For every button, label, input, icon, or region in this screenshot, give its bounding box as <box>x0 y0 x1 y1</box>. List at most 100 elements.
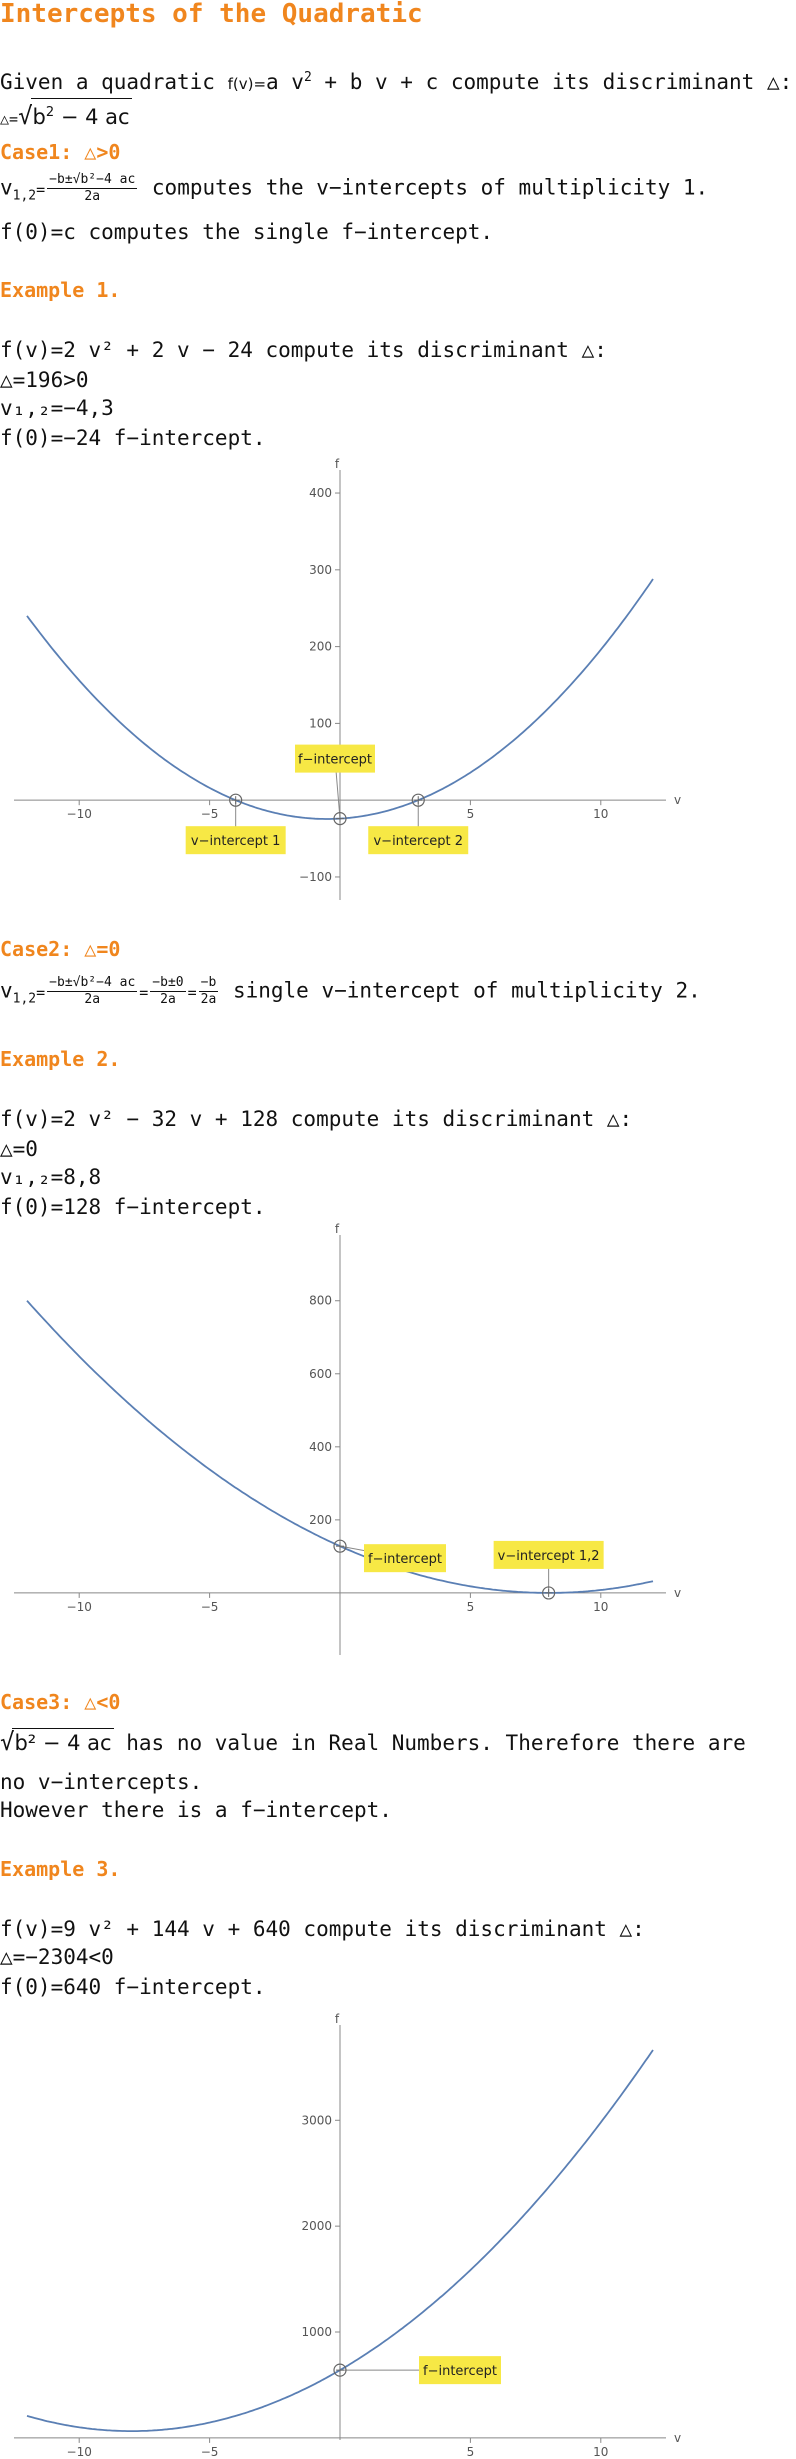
y-tick-label: 400 <box>309 1440 332 1454</box>
x-tick-label: −10 <box>67 1600 92 1614</box>
case1-heading: Case1: △>0 <box>0 140 121 164</box>
y-tick-label: 800 <box>309 1294 332 1308</box>
example2-line4: f(0)=128 f−intercept. <box>0 1195 266 1219</box>
y-tick-label: 300 <box>309 563 332 577</box>
case2-lhs-sub: 1,2 <box>12 991 37 1007</box>
intercept-point <box>333 1539 347 1553</box>
callout-box <box>368 826 469 855</box>
disc-rest: − 4 ac <box>54 105 130 129</box>
case2-lhs: v <box>0 978 13 1003</box>
x-tick-label: 5 <box>467 807 475 821</box>
x-axis-label: v <box>674 2431 681 2445</box>
case1-eq: = <box>36 180 46 199</box>
y-axis-label: f <box>335 457 340 471</box>
y-tick-label: 1000 <box>301 2325 332 2339</box>
callout-box <box>185 826 286 855</box>
case1-fline: f(0)=c computes the single f−intercept. <box>0 220 494 244</box>
intro-given: Given a quadratic <box>0 70 228 94</box>
callout-label: v−intercept 1 <box>191 834 281 849</box>
intercept-point <box>542 1586 556 1600</box>
y-tick-label: 3000 <box>301 2113 332 2127</box>
y-tick-label: 600 <box>309 1367 332 1381</box>
case3-heading: Case3: △<0 <box>0 1690 121 1714</box>
case1-den: 2a <box>84 189 101 204</box>
callout-box <box>493 1540 604 1569</box>
case3-line1: √b² − 4 ac has no value in Real Numbers.… <box>0 1728 746 1757</box>
callout-label: v−intercept 1,2 <box>498 1549 600 1564</box>
callout-label: f−intercept <box>423 2364 497 2379</box>
y-tick-label: 200 <box>309 1513 332 1527</box>
callout-box <box>295 744 375 773</box>
example1-line1: f(v)=2 v² + 2 v − 24 compute its discrim… <box>0 338 607 362</box>
case2-heading: Case2: △=0 <box>0 937 121 961</box>
x-axis-label: v <box>674 793 681 807</box>
case3-line3: However there is a f−intercept. <box>0 1798 392 1822</box>
example2-heading: Example 2. <box>0 1047 121 1071</box>
case2-den2: 2a <box>160 992 176 1007</box>
example3-line1: f(v)=9 v² + 144 v + 640 compute its disc… <box>0 1917 645 1941</box>
example2-line1: f(v)=2 v² − 32 v + 128 compute its discr… <box>0 1107 633 1131</box>
page-title: Intercepts of the Quadratic <box>0 0 423 29</box>
intro-compute: compute its discriminant △: <box>438 70 793 94</box>
case1-desc: computes the v−intercepts of multiplicit… <box>139 175 709 200</box>
example2-chart: v f −10 −5 5 10 200 400 600 800 f−intercept v−inter… <box>14 1222 681 1655</box>
intro-line: Given a quadratic f(v)=a v2 + b v + c co… <box>0 70 793 94</box>
case2-den1: 2a <box>84 992 101 1007</box>
callout-label: f−intercept <box>368 1552 442 1567</box>
intro-poly-a: a v <box>266 70 304 94</box>
discriminant-formula: △=√b2 − 4 ac <box>0 98 132 133</box>
intercept-point <box>333 2363 347 2377</box>
intercept-point <box>411 793 425 807</box>
example1-heading: Example 1. <box>0 278 121 302</box>
y-tick-label: 100 <box>309 716 332 730</box>
intercept-point <box>229 793 243 807</box>
case2-num3: −b <box>198 975 219 992</box>
callout-box <box>419 2356 501 2385</box>
x-axis-label: v <box>674 1586 681 1600</box>
example1-chart: v f −10 −5 5 10 −100 100 200 300 400 v−intercept 1 v… <box>14 457 681 900</box>
x-tick-label: 10 <box>593 807 608 821</box>
case2-formula: v1,2= −b±√b²−4 ac 2a = −b±0 2a = −b 2a single v−… <box>0 975 701 1007</box>
y-axis-label: f <box>335 1222 340 1236</box>
case1-formula: v1,2= −b±√b²−4 ac 2a computes the v−interc… <box>0 172 708 211</box>
example3-chart: v f −10 −5 5 10 1000 2000 3000 f−intercept <box>14 2012 681 2459</box>
x-tick-label: −5 <box>201 807 219 821</box>
x-tick-label: −5 <box>201 1600 219 1614</box>
callout-box <box>364 1544 446 1573</box>
case1-lhs-sub: 1,2 <box>12 188 37 204</box>
example1-line2: △=196>0 <box>0 368 89 392</box>
intro-fv: f(v)= <box>227 75 267 93</box>
x-tick-label: 5 <box>467 1600 475 1614</box>
callout-label: v−intercept 2 <box>373 834 463 849</box>
example1-line3: v₁,₂=−4,3 <box>0 396 114 420</box>
x-tick-label: −5 <box>201 2445 219 2459</box>
case3-rad: b² − 4 ac <box>12 1728 114 1757</box>
case1-lhs: v <box>0 175 13 200</box>
x-tick-label: 10 <box>593 2445 608 2459</box>
example2-line2: △=0 <box>0 1137 38 1161</box>
x-tick-label: −10 <box>67 2445 92 2459</box>
intercept-point <box>333 812 347 826</box>
y-tick-label: 200 <box>309 640 332 654</box>
x-tick-label: 5 <box>467 2445 475 2459</box>
case2-den3: 2a <box>200 992 217 1007</box>
case2-num2: −b±0 <box>150 975 186 992</box>
callout-label: f−intercept <box>298 753 372 768</box>
example2-line3: v₁,₂=8,8 <box>0 1165 102 1189</box>
example3-line3: f(0)=640 f−intercept. <box>0 1975 266 1999</box>
disc-rad: b <box>32 105 46 129</box>
disc-lhs: △= <box>0 110 19 128</box>
case3-text1: has no value in Real Numbers. Therefore … <box>113 1731 746 1755</box>
example3-line2: △=−2304<0 <box>0 1945 114 1969</box>
intro-poly-rest: + b v + c <box>311 70 439 94</box>
x-tick-label: 10 <box>593 1600 608 1614</box>
case3-line2: no v−intercepts. <box>0 1770 203 1794</box>
y-axis-label: f <box>335 2012 340 2026</box>
example1-line4: f(0)=−24 f−intercept. <box>0 426 266 450</box>
case1-num: −b±√b²−4 ac <box>47 172 138 189</box>
case2-num1: −b±√b²−4 ac <box>47 975 138 992</box>
x-tick-label: −10 <box>67 807 92 821</box>
y-tick-label: 400 <box>309 486 332 500</box>
example3-heading: Example 3. <box>0 1857 121 1881</box>
y-tick-label: −100 <box>299 870 332 884</box>
